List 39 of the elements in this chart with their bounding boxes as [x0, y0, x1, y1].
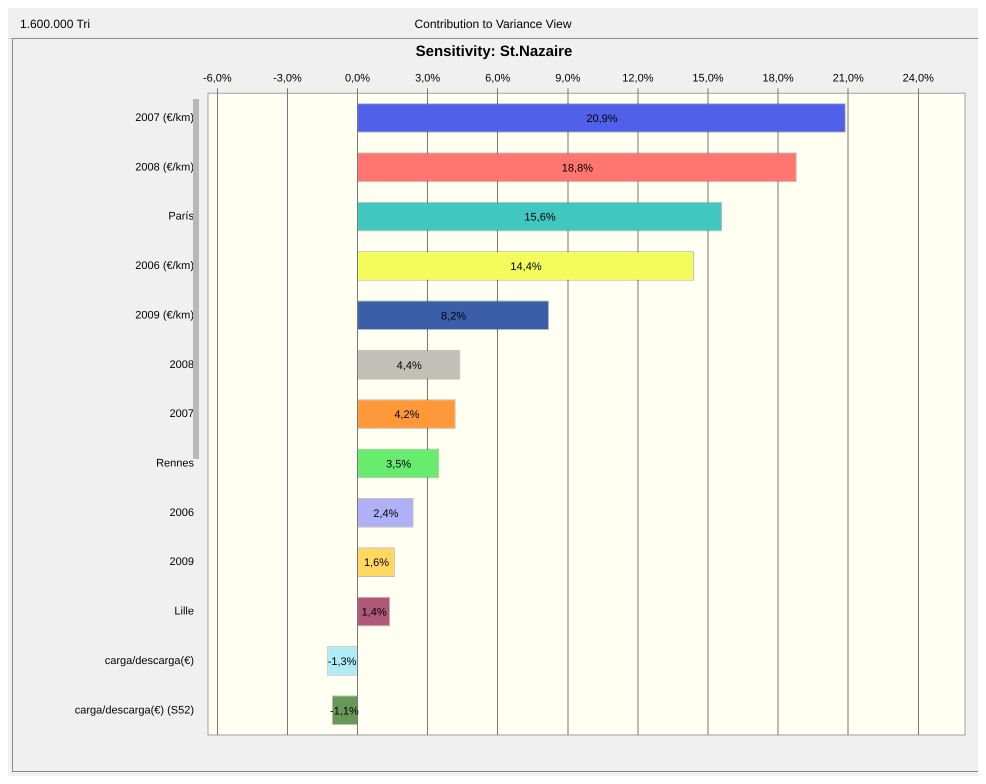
- x-tick-label: 15,0%: [692, 72, 724, 85]
- x-tick-label: 24,0%: [902, 72, 934, 85]
- data-label: 18,8%: [562, 162, 594, 174]
- data-label: 14,4%: [510, 261, 542, 274]
- y-tick-label: 2006 (€/km): [135, 260, 194, 272]
- y-tick-label: 2008 (€/km): [135, 161, 194, 174]
- y-tick-label: 2007: [170, 408, 194, 420]
- x-tick-label: 0,0%: [344, 72, 370, 85]
- x-tick-label: -6,0%: [202, 72, 232, 85]
- text: 1.600.000 Tri: [20, 17, 90, 31]
- data-label: -1,3%: [328, 656, 357, 668]
- y-tick-label: 2009 (€/km): [135, 309, 194, 322]
- x-tick-label: 21,0%: [832, 72, 864, 85]
- y-tick-label: carga/descarga(€) (S52): [74, 704, 194, 716]
- x-tick-label: 18,0%: [762, 72, 794, 85]
- x-tick-label: 3,0%: [415, 72, 440, 85]
- data-label: 4,2%: [394, 409, 420, 422]
- y-tick-label: 2009: [170, 556, 194, 568]
- data-label: 1,6%: [364, 557, 390, 570]
- data-label: 1,4%: [362, 606, 387, 619]
- x-tick-label: -3,0%: [273, 72, 302, 85]
- y-tick-label: París: [168, 210, 194, 223]
- chart-subtitle: Contribution to Variance View: [414, 17, 572, 31]
- data-label: 20,9%: [586, 112, 618, 125]
- data-label: 4,4%: [396, 360, 422, 372]
- y-tick-label: 2007 (€/km): [135, 112, 194, 124]
- y-tick-label: 2006: [170, 506, 194, 519]
- y-tick-label: Lille: [174, 606, 194, 618]
- y-tick-label: 2008: [170, 358, 194, 371]
- x-tick-label: 9,0%: [555, 72, 581, 85]
- data-label: 2,4%: [373, 508, 399, 520]
- y-tick-label: carga/descarga(€): [104, 654, 194, 667]
- chart-title: Sensitivity: St.Nazaire: [416, 43, 572, 60]
- x-tick-label: 12,0%: [622, 72, 654, 85]
- x-tick-label: 6,0%: [485, 72, 510, 85]
- data-label: 3,5%: [386, 458, 412, 470]
- data-label: 15,6%: [524, 212, 556, 224]
- y-tick-label: Rennes: [156, 458, 194, 470]
- data-label: 8,2%: [441, 310, 466, 322]
